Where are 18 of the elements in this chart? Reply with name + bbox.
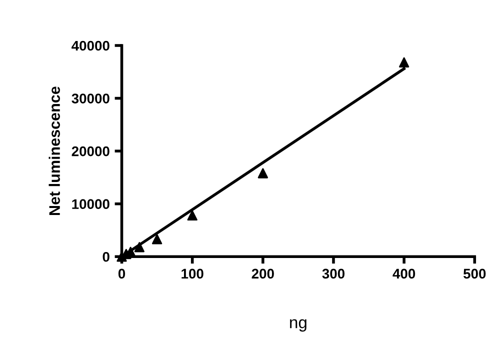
y-tick-label: 40000 [72, 40, 110, 51]
x-axis-title: ng [290, 319, 306, 332]
y-tick-label: 30000 [72, 94, 110, 104]
x-tick-label: 0 [118, 268, 126, 279]
point [258, 168, 268, 178]
y-axis-title: Net luminescence [48, 86, 60, 215]
point [134, 242, 144, 252]
x-tick-label: 200 [252, 268, 274, 279]
point [398, 57, 410, 68]
y-tick-label: 20000 [72, 146, 110, 156]
x-tick-label: 100 [182, 268, 204, 279]
point [187, 210, 198, 221]
point [152, 234, 162, 244]
y-tick-label: 0 [102, 252, 110, 262]
x-tick-label: 400 [392, 268, 416, 279]
x-tick-label: 300 [322, 268, 345, 279]
x-tick-label: 500 [463, 268, 486, 279]
y-tick-label: 10000 [72, 199, 110, 210]
